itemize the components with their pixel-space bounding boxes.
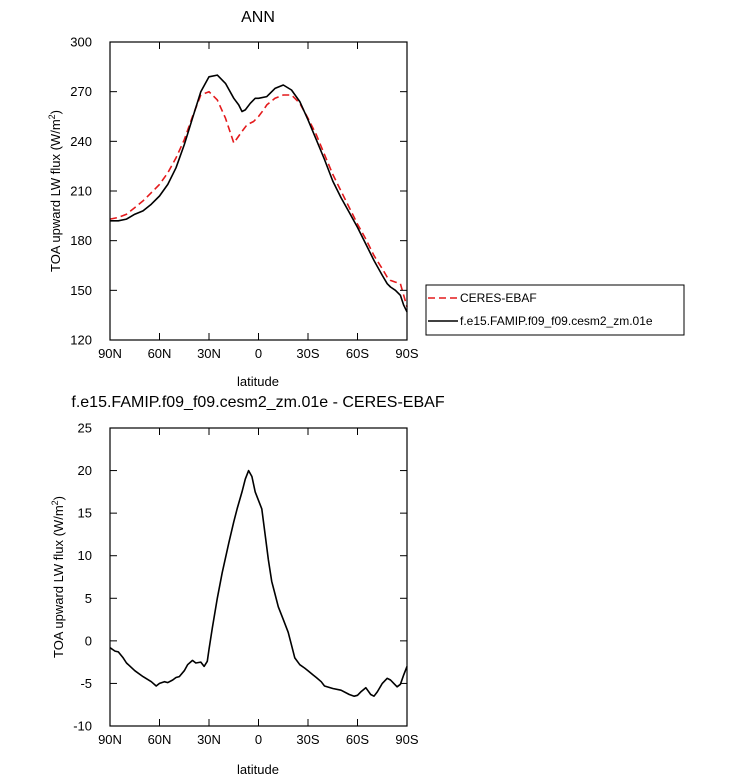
bottom-plot-series-group [109, 469, 408, 697]
top-plot-series-group [109, 74, 408, 313]
top-y-tick-label: 150 [70, 283, 92, 298]
bottom-x-tick-label: 30S [296, 732, 319, 747]
top-y-axis-title-superscript: 2 [47, 114, 57, 119]
top-series-line-1 [110, 74, 408, 313]
bottom-x-tick-label: 60S [346, 732, 369, 747]
bottom-x-tick-label: 60N [148, 732, 172, 747]
top-y-tick-label: 210 [70, 184, 92, 199]
bottom-y-tick-label: -10 [73, 719, 92, 734]
top-y-axis-title-main: TOA upward LW flux (W/m [48, 119, 63, 272]
bottom-y-axis-title-main: TOA upward LW flux (W/m [51, 505, 66, 658]
bottom-y-tick-label: 15 [78, 506, 92, 521]
top-y-tick-label: 240 [70, 134, 92, 149]
bottom-y-tick-label: 5 [85, 591, 92, 606]
legend: CERES-EBAF f.e15.FAMIP.f09_f09.cesm2_zm.… [425, 284, 685, 336]
top-plot-title: ANN [241, 9, 275, 26]
bottom-y-tick-label: 10 [78, 548, 92, 563]
top-x-tick-label: 30N [197, 346, 221, 361]
legend-box [425, 284, 685, 336]
bottom-y-axis-title: TOA upward LW flux (W/m2) [50, 496, 66, 658]
top-series-line-0 [109, 90, 408, 308]
bottom-x-axis-title: latitude [237, 762, 279, 777]
bottom-x-tick-label: 30N [197, 732, 221, 747]
top-plot: ANN 90N 60N 30N 0 30S 60S 90S 120 150 180 210 240 27… [47, 9, 685, 389]
bottom-y-tick-label: 25 [78, 421, 92, 436]
bottom-y-tick-label: -5 [80, 676, 92, 691]
top-y-tick-label: 120 [70, 333, 92, 348]
bottom-series-line-0 [109, 469, 408, 697]
top-x-tick-label: 90N [98, 346, 122, 361]
top-x-tick-label: 0 [255, 346, 262, 361]
top-x-tick-label: 30S [296, 346, 319, 361]
bottom-y-axis-title-superscript: 2 [50, 500, 60, 505]
bottom-y-tick-label: 20 [78, 463, 92, 478]
legend-label-ceres: CERES-EBAF [460, 291, 537, 305]
bottom-plot-ticks: 90N 60N 30N 0 30S 60S 90S -10 -5 0 5 10 15 20 25 [73, 421, 419, 748]
bottom-x-tick-label: 0 [255, 732, 262, 747]
top-x-axis-title: latitude [237, 374, 279, 389]
bottom-plot: f.e15.FAMIP.f09_f09.cesm2_zm.01e - CERES… [50, 394, 445, 777]
top-y-tick-label: 180 [70, 233, 92, 248]
top-x-tick-label: 90S [395, 346, 418, 361]
bottom-y-tick-label: 0 [85, 633, 92, 648]
top-x-tick-label: 60N [148, 346, 172, 361]
bottom-y-axis-title-close: ) [51, 496, 66, 500]
top-y-tick-label: 270 [70, 84, 92, 99]
bottom-plot-frame [109, 427, 408, 727]
bottom-plot-title: f.e15.FAMIP.f09_f09.cesm2_zm.01e - CERES… [71, 394, 444, 411]
top-y-tick-label: 300 [70, 35, 92, 50]
legend-label-model: f.e15.FAMIP.f09_f09.cesm2_zm.01e [460, 314, 653, 328]
top-plot-frame [109, 41, 408, 341]
top-x-tick-label: 60S [346, 346, 369, 361]
top-plot-ticks: 90N 60N 30N 0 30S 60S 90S 120 150 180 210 240 270 300 [70, 35, 419, 362]
bottom-x-tick-label: 90N [98, 732, 122, 747]
bottom-x-tick-label: 90S [395, 732, 418, 747]
top-y-axis-title-close: ) [48, 110, 63, 114]
top-y-axis-title: TOA upward LW flux (W/m2) [47, 110, 63, 272]
